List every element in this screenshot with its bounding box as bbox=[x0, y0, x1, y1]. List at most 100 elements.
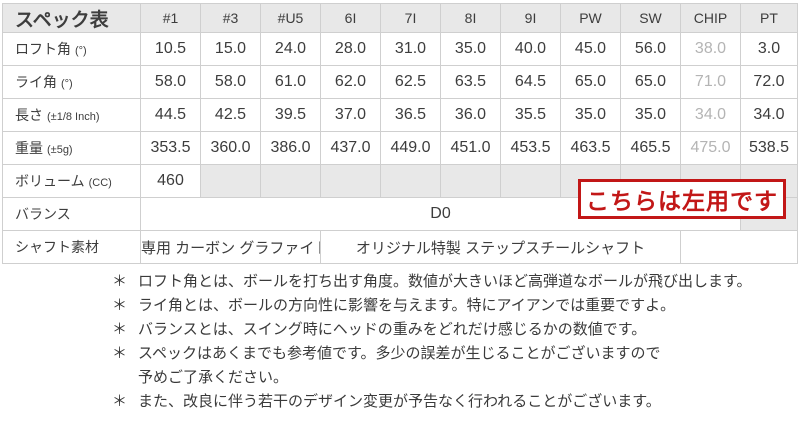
row-label-unit: (CC) bbox=[88, 177, 112, 189]
spec-cell: 58.0 bbox=[200, 65, 261, 99]
empty-cell bbox=[680, 230, 798, 264]
spec-cell: 64.5 bbox=[500, 65, 561, 99]
spec-cell: 62.5 bbox=[380, 65, 441, 99]
footnote-item: ＊ ロフト角とは、ボールを打ち出す角度。数値が大きいほど高弾道なボールが飛び出しま… bbox=[112, 270, 752, 294]
spec-cell: 63.5 bbox=[440, 65, 501, 99]
spec-cell: 65.0 bbox=[560, 65, 621, 99]
column-header-6i: 6I bbox=[320, 3, 381, 33]
spec-cell: 437.0 bbox=[320, 131, 381, 165]
row-label: シャフト素材 bbox=[2, 230, 141, 264]
row-label: 重量 (±5g) bbox=[2, 131, 141, 165]
footnote-text: また、改良に伴う若干のデザイン変更が予告なく行われることがございます。 bbox=[138, 393, 661, 410]
spec-cell: 31.0 bbox=[380, 32, 441, 66]
table-row-shaft: シャフト素材 専用 カーボン グラファイト オリジナル特製 ステップスチールシャフト bbox=[2, 230, 798, 264]
column-header-9i: 9I bbox=[500, 3, 561, 33]
column-header-1: #1 bbox=[140, 3, 201, 33]
footnote-text: バランスとは、スイング時にヘッドの重みをどれだけ感じるかの数値です。 bbox=[138, 321, 647, 338]
footnote-text: スペックはあくまでも参考値です。多少の誤差が生じることがございますので 予めご了… bbox=[138, 345, 661, 386]
spec-cell: 35.0 bbox=[440, 32, 501, 66]
column-header-u5: #U5 bbox=[260, 3, 321, 33]
footnote-item: ＊ ライ角とは、ボールの方向性に影響を与えます。特にアイアンでは重要ですよ。 bbox=[112, 294, 752, 318]
empty-cell bbox=[380, 164, 441, 198]
column-header-sw: SW bbox=[620, 3, 681, 33]
empty-cell bbox=[320, 164, 381, 198]
column-header-pt: PT bbox=[740, 3, 798, 33]
spec-cell: 15.0 bbox=[200, 32, 261, 66]
spec-cell: 386.0 bbox=[260, 131, 321, 165]
table-row: ライ角 (°) 58.0 58.0 61.0 62.0 62.5 63.5 64.5 65.0 65… bbox=[2, 65, 798, 99]
spec-cell: 44.5 bbox=[140, 98, 201, 132]
footnote-item: ＊ バランスとは、スイング時にヘッドの重みをどれだけ感じるかの数値です。 bbox=[112, 318, 752, 342]
spec-cell: 58.0 bbox=[140, 65, 201, 99]
row-label: ボリューム (CC) bbox=[2, 164, 141, 198]
spec-cell: 34.0 bbox=[680, 98, 741, 132]
footnote-marker: ＊ bbox=[112, 345, 128, 362]
spec-cell: 463.5 bbox=[560, 131, 621, 165]
spec-cell: 24.0 bbox=[260, 32, 321, 66]
row-label: ライ角 (°) bbox=[2, 65, 141, 99]
page-title: スペック表 bbox=[2, 3, 141, 33]
empty-cell bbox=[500, 164, 561, 198]
spec-cell: 65.0 bbox=[620, 65, 681, 99]
row-label: 長さ (±1/8 Inch) bbox=[2, 98, 141, 132]
spec-table: スペック表 #1 #3 #U5 6I 7I 8I 9I PW SW CHIP PT ロフト角 (°) 1… bbox=[2, 3, 798, 264]
table-row: 長さ (±1/8 Inch) 44.5 42.5 39.5 37.0 36.5 36.0 35.… bbox=[2, 98, 798, 132]
column-header-7i: 7I bbox=[380, 3, 441, 33]
spec-cell: 451.0 bbox=[440, 131, 501, 165]
row-label-unit: (±5g) bbox=[47, 144, 73, 156]
row-label-unit: (°) bbox=[61, 78, 73, 90]
footnotes: ＊ ロフト角とは、ボールを打ち出す角度。数値が大きいほど高弾道なボールが飛び出しま… bbox=[112, 270, 752, 414]
spec-cell: 72.0 bbox=[740, 65, 798, 99]
row-label: バランス bbox=[2, 197, 141, 231]
footnote-text: ライ角とは、ボールの方向性に影響を与えます。特にアイアンでは重要ですよ。 bbox=[138, 297, 676, 314]
table-row: ロフト角 (°) 10.5 15.0 24.0 28.0 31.0 35.0 40.0 45.0 5… bbox=[2, 32, 798, 66]
row-label-text: シャフト素材 bbox=[15, 239, 99, 255]
row-label-text: ロフト角 bbox=[15, 41, 71, 57]
row-label-text: バランス bbox=[15, 206, 71, 222]
empty-cell bbox=[200, 164, 261, 198]
empty-cell bbox=[260, 164, 321, 198]
table-header-row: スペック表 #1 #3 #U5 6I 7I 8I 9I PW SW CHIP PT bbox=[2, 3, 798, 33]
spec-cell: 37.0 bbox=[320, 98, 381, 132]
spec-cell: 35.5 bbox=[500, 98, 561, 132]
spec-cell: 353.5 bbox=[140, 131, 201, 165]
row-label-text: ボリューム bbox=[15, 173, 85, 189]
spec-cell: 45.0 bbox=[560, 32, 621, 66]
row-label: ロフト角 (°) bbox=[2, 32, 141, 66]
spec-cell: 465.5 bbox=[620, 131, 681, 165]
row-label-text: ライ角 bbox=[15, 74, 57, 90]
spec-cell: 61.0 bbox=[260, 65, 321, 99]
footnote-marker: ＊ bbox=[112, 393, 128, 410]
spec-cell: 40.0 bbox=[500, 32, 561, 66]
spec-cell: 38.0 bbox=[680, 32, 741, 66]
footnote-marker: ＊ bbox=[112, 297, 128, 314]
table-row: 重量 (±5g) 353.5 360.0 386.0 437.0 449.0 451.0 453… bbox=[2, 131, 798, 165]
spec-cell: 35.0 bbox=[560, 98, 621, 132]
spec-cell: 62.0 bbox=[320, 65, 381, 99]
spec-cell: 39.5 bbox=[260, 98, 321, 132]
spec-cell: 3.0 bbox=[740, 32, 798, 66]
spec-cell: 42.5 bbox=[200, 98, 261, 132]
row-label-text: 重量 bbox=[15, 140, 43, 156]
spec-cell: 56.0 bbox=[620, 32, 681, 66]
left-handed-badge-label: こちらは左用です bbox=[586, 188, 778, 214]
footnote-text: ロフト角とは、ボールを打ち出す角度。数値が大きいほど高弾道なボールが飛び出します… bbox=[138, 273, 752, 290]
row-label-text: 長さ bbox=[15, 107, 43, 123]
row-label-unit: (°) bbox=[75, 45, 87, 57]
column-header-pw: PW bbox=[560, 3, 621, 33]
spec-cell: 34.0 bbox=[740, 98, 798, 132]
left-handed-badge: こちらは左用です bbox=[578, 179, 786, 219]
spec-cell: 10.5 bbox=[140, 32, 201, 66]
spec-cell: 453.5 bbox=[500, 131, 561, 165]
spec-cell: 475.0 bbox=[680, 131, 741, 165]
footnote-item: ＊ スペックはあくまでも参考値です。多少の誤差が生じることがございますので 予めご… bbox=[112, 342, 752, 390]
spec-cell: 28.0 bbox=[320, 32, 381, 66]
spec-cell: 71.0 bbox=[680, 65, 741, 99]
spec-cell: 360.0 bbox=[200, 131, 261, 165]
column-header-chip: CHIP bbox=[680, 3, 741, 33]
footnote-marker: ＊ bbox=[112, 321, 128, 338]
column-header-3: #3 bbox=[200, 3, 261, 33]
footnote-marker: ＊ bbox=[112, 273, 128, 290]
footnote-item: ＊ また、改良に伴う若干のデザイン変更が予告なく行われることがございます。 bbox=[112, 390, 752, 414]
spec-cell: 449.0 bbox=[380, 131, 441, 165]
